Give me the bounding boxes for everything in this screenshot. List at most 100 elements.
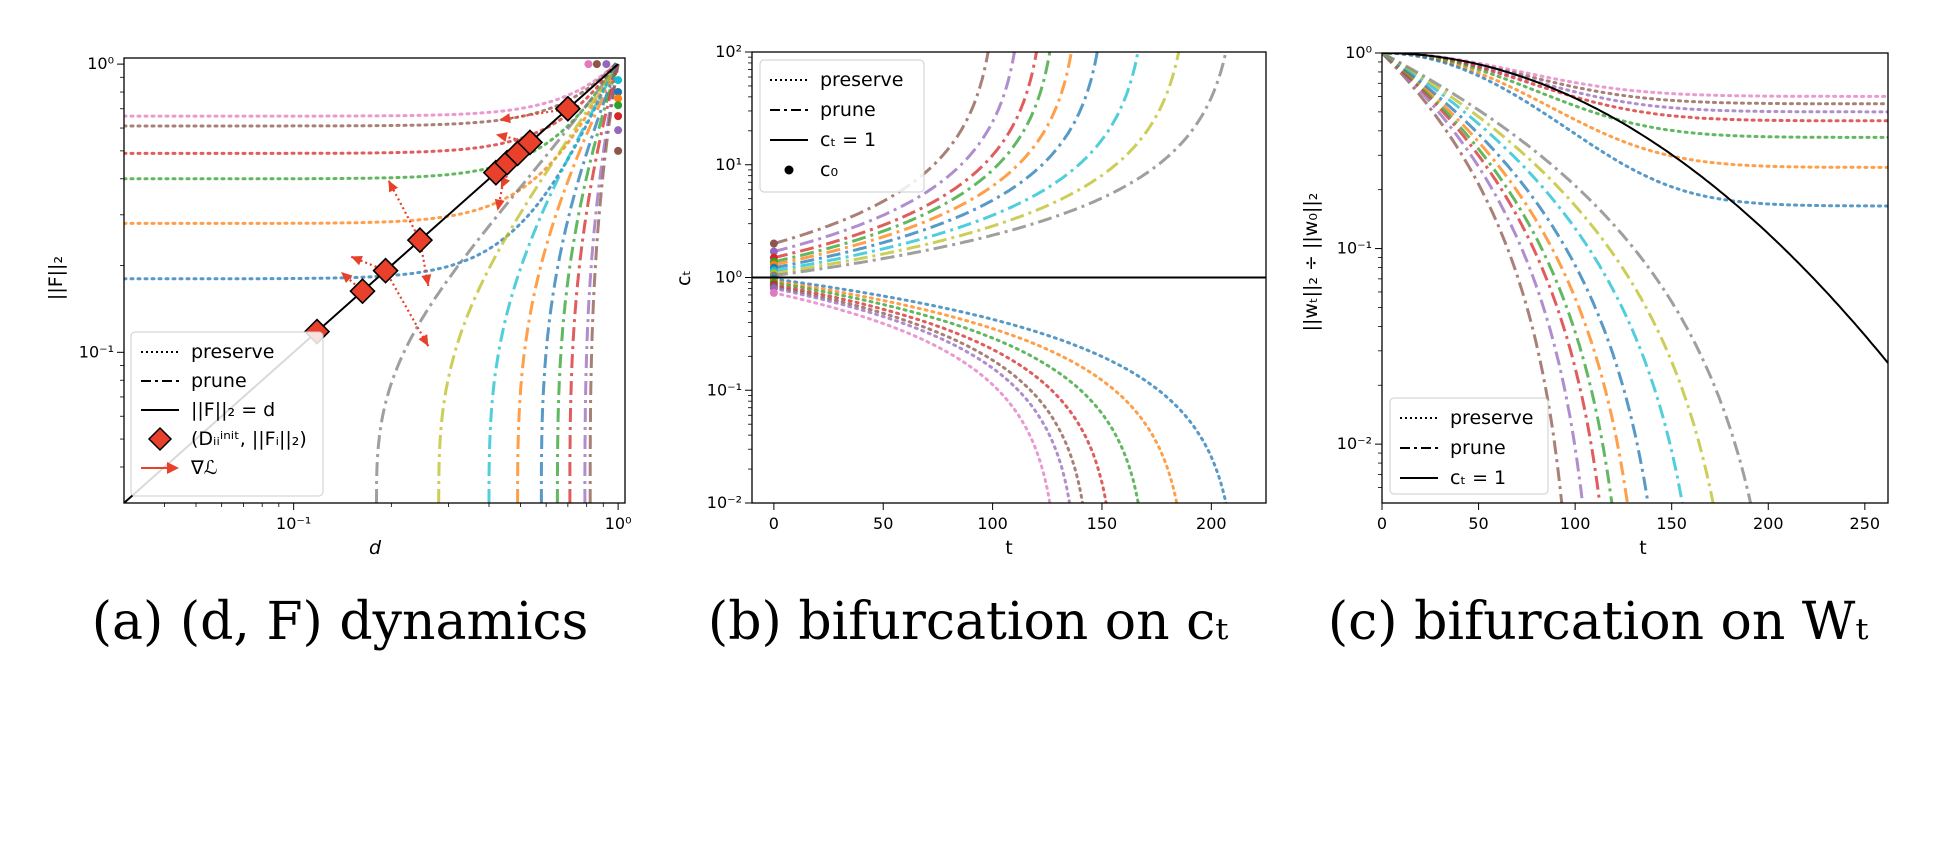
panel-c-chart: (c) bifurcation on Wₜ t ||wₜ||₂ ÷ ||w₀||… [1300, 43, 1889, 652]
panel-c-ytick-1: 10⁻¹ [1337, 239, 1372, 258]
panel-c-xlabel: t [1639, 537, 1646, 559]
panel-b-xtick-3: 150 [1087, 514, 1118, 533]
panel-c-legend [1389, 397, 1549, 495]
panel-c-xtick-0: 0 [1377, 514, 1387, 533]
clip-c-plot-area [1382, 53, 1888, 503]
prune-curve-8 [773, 52, 1228, 278]
gradient-arrowhead-2 [500, 176, 511, 189]
panel-a-caption: (a) (d, F) dynamics [92, 592, 589, 652]
prune-curve-7 [1382, 53, 1715, 503]
endpoint-dot-4 [614, 88, 623, 97]
gradient-arrowhead-4 [388, 180, 399, 193]
prune-curve-3 [516, 63, 620, 503]
init-point-8 [554, 95, 581, 122]
endpoint-dot-6 [614, 101, 623, 110]
prune-curve-1 [437, 63, 620, 503]
panel-a-frame [123, 57, 626, 504]
panel-b-ytick-2: 10⁰ [715, 268, 742, 287]
preserve-curve-4 [124, 62, 617, 225]
panel-a-ylabel: ||F||₂ [45, 256, 67, 300]
preserve-curve-3 [772, 283, 1108, 503]
panel-a-legend-entry-3: (Dᵢᵢⁱⁿⁱᵗ, ||Fᵢ||₂) [191, 428, 307, 450]
panel-c-frame [1381, 52, 1889, 504]
panel-a-xlabel: d [369, 537, 382, 559]
panel-a-legend-entry-0: preserve [191, 341, 274, 363]
preserve-curve-5 [1382, 53, 1888, 169]
panel-c-ytick-0: 10⁻² [1337, 434, 1372, 453]
panel-b-ytick-0: 10⁻² [707, 493, 742, 512]
panel-a-xtick-1: 10⁰ [605, 514, 632, 533]
prune-curve-2 [773, 52, 1038, 260]
endpoint-dot-3 [614, 76, 623, 85]
prune-curve-0 [1382, 53, 1564, 503]
panel-b-legend-entry-2: cₜ = 1 [820, 129, 876, 151]
gradient-arrow-0 [499, 107, 569, 122]
panel-c-ylabel: ||wₜ||₂ ÷ ||w₀||₂ [1300, 193, 1322, 332]
init-point-2 [372, 257, 399, 284]
gradient-arrowhead-1 [495, 132, 508, 142]
preserve-curve-3 [1382, 53, 1888, 123]
gradient-arrowhead-8 [341, 271, 353, 284]
panel-c-xtick-4: 200 [1753, 514, 1784, 533]
prune-curve-7 [773, 52, 1181, 275]
panel-b-legend-dot-swatch [784, 165, 794, 175]
panel-b-legend-entry-0: preserve [820, 69, 903, 91]
panel-b-ytick-4: 10² [715, 42, 742, 61]
gradient-arrowhead-3 [494, 198, 505, 211]
panel-c-caption: (c) bifurcation on Wₜ [1328, 592, 1868, 652]
panel-c-xtick-5: 250 [1850, 514, 1881, 533]
prune-curve-3 [1382, 53, 1614, 503]
prune-curve-8 [1382, 53, 1753, 503]
panel-b-caption: (b) bifurcation on cₜ [708, 592, 1228, 652]
prune-curve-1 [773, 52, 1016, 253]
preserve-curve-2 [124, 62, 617, 155]
panel-a-legend [130, 331, 324, 497]
prune-curve-5 [1382, 53, 1650, 503]
preserve-curve-0 [124, 62, 617, 118]
endpoint-dot-7 [614, 112, 623, 121]
c0-point-preserve-6 [769, 288, 778, 297]
panel-b-legend [759, 59, 925, 193]
init-point-7 [516, 129, 544, 156]
endpoint-dot-5 [614, 94, 623, 103]
endpoint-dot-0 [584, 60, 593, 69]
prune-curve-4 [1382, 53, 1629, 503]
panel-b-chart: (b) bifurcation on cₜ t cₜ 0 50 100 150 200 1… [673, 42, 1267, 652]
panel-a-legend-arrowhead-swatch [167, 462, 179, 474]
reference-curve [1382, 53, 1888, 364]
panel-c-xtick-3: 150 [1656, 514, 1687, 533]
preserve-curve-4 [772, 285, 1085, 503]
prune-curve-8 [588, 63, 620, 503]
preserve-curve-5 [124, 62, 617, 281]
endpoint-dot-1 [592, 60, 601, 69]
panel-c-legend-entry-0: preserve [1450, 407, 1533, 429]
panel-b-xtick-0: 0 [769, 514, 779, 533]
prune-curve-7 [583, 63, 620, 503]
panel-a-legend-entry-1: prune [191, 370, 247, 392]
panel-c-xtick-1: 50 [1468, 514, 1488, 533]
preserve-curve-1 [772, 279, 1179, 503]
preserve-curve-5 [772, 286, 1072, 503]
panel-a-chart: (a) (d, F) dynamics d ||F||₂ 10⁻¹ 10⁰ 10⁻¹… [45, 54, 632, 652]
prune-curve-2 [1382, 53, 1602, 503]
endpoint-dot-9 [614, 146, 623, 155]
prune-curve-4 [539, 63, 620, 503]
panel-c-ytick-2: 10⁰ [1345, 43, 1372, 62]
panel-a-legend-entry-2: ||F||₂ = d [191, 399, 275, 421]
prune-curve-5 [773, 52, 1099, 270]
gradient-arrow-4 [387, 179, 421, 241]
panel-c-xtick-2: 100 [1560, 514, 1591, 533]
prune-curve-0 [773, 52, 990, 246]
panel-c-legend-entry-2: cₜ = 1 [1450, 467, 1506, 489]
endpoint-dot-2 [602, 60, 611, 69]
panel-b-xtick-2: 100 [977, 514, 1008, 533]
preserve-curve-2 [772, 281, 1140, 503]
prune-curve-6 [773, 52, 1140, 273]
preserve-curve-4 [1382, 53, 1888, 139]
panel-b-xtick-1: 50 [873, 514, 893, 533]
panel-b-ylabel: cₜ [673, 270, 695, 286]
panel-a-xtick-0: 10⁻¹ [276, 514, 311, 533]
preserve-curve-1 [124, 62, 617, 128]
panel-c-legend-entry-1: prune [1450, 437, 1506, 459]
preserve-curve-6 [1382, 53, 1888, 208]
